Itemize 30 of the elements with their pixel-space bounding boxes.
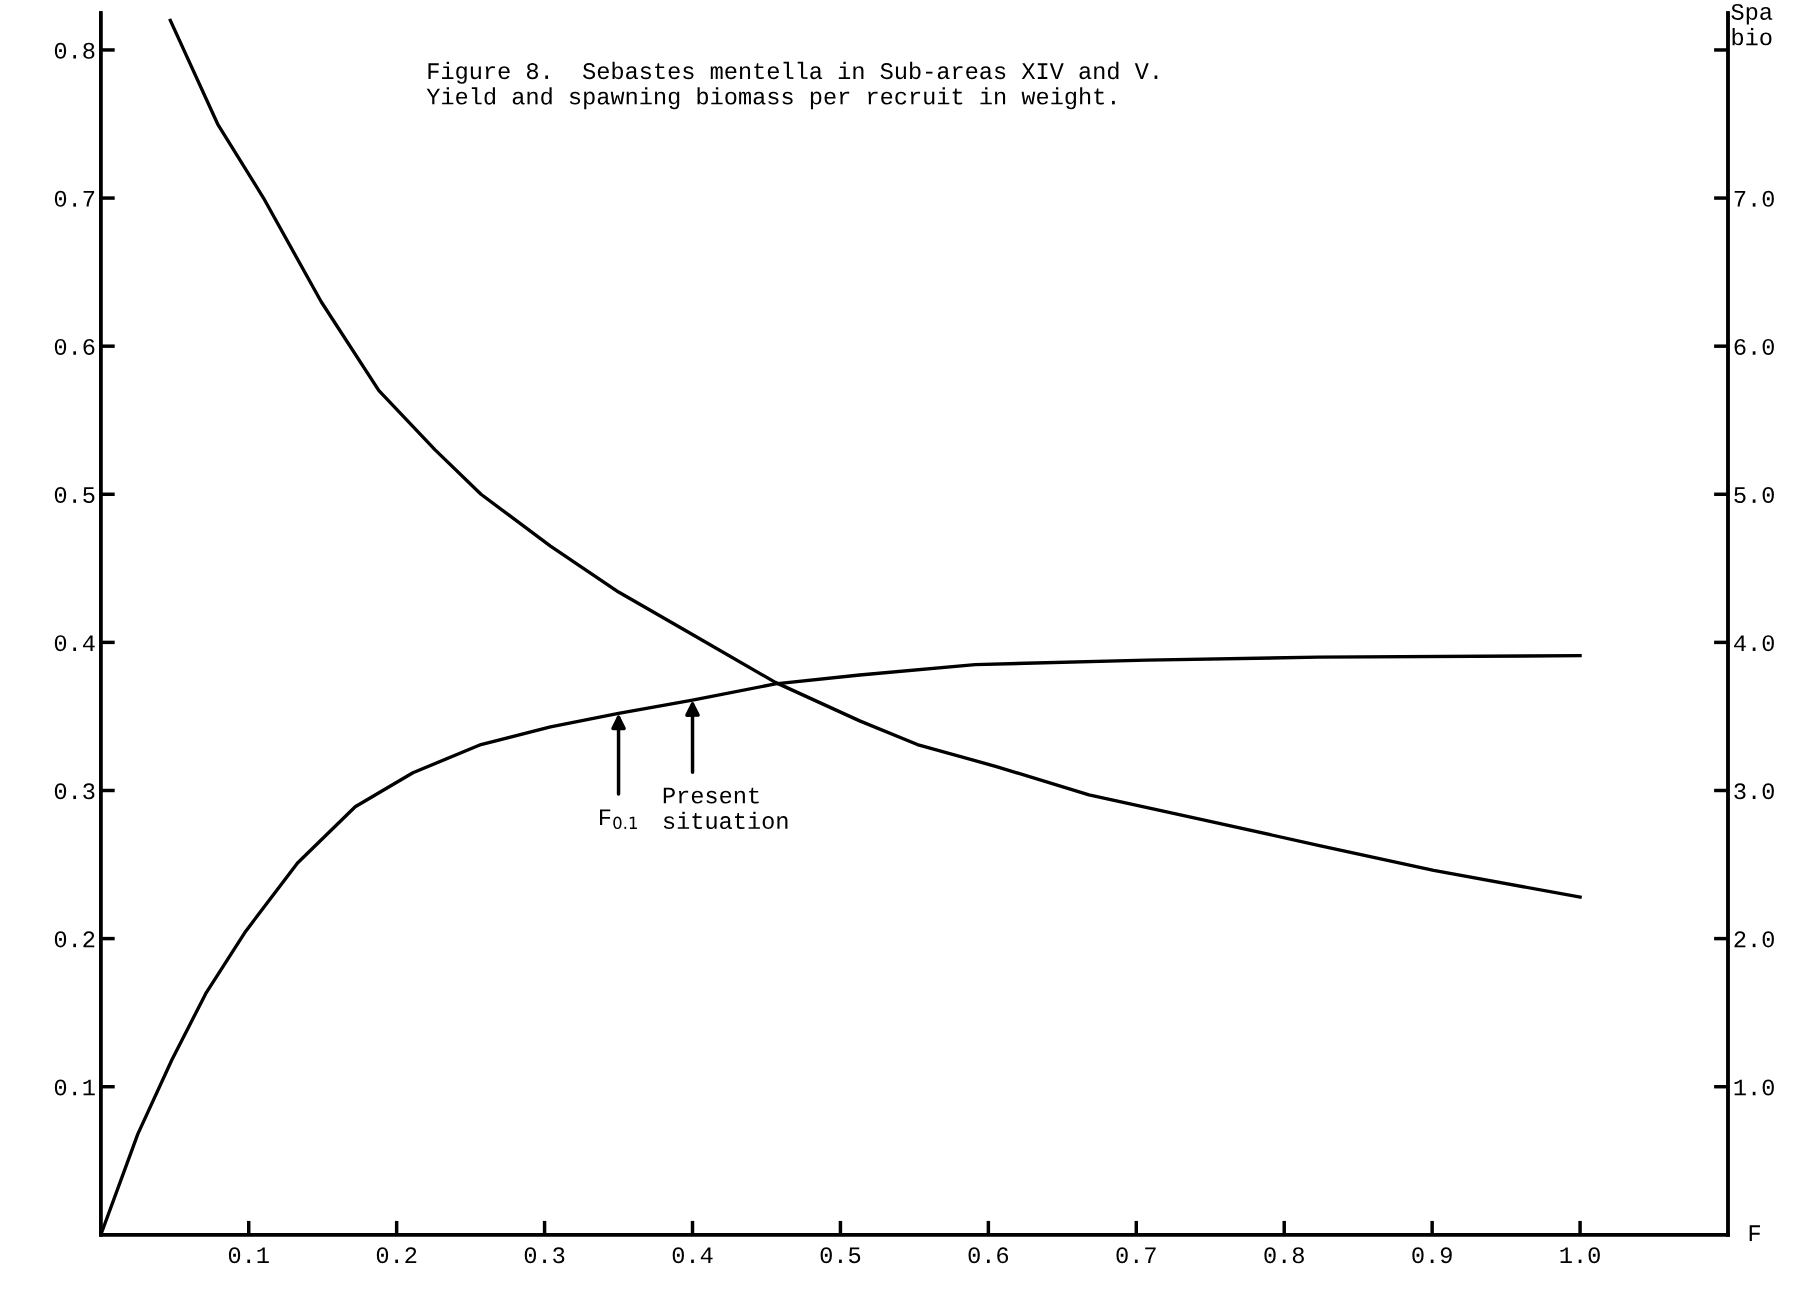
x-tick-label: 0.8 bbox=[1264, 1247, 1304, 1264]
y-tick-label: 0.8 bbox=[54, 42, 95, 59]
x-tick-label: 0.3 bbox=[524, 1247, 565, 1264]
x-tick-label: 0.5 bbox=[820, 1247, 861, 1264]
x-tick-label: 0.2 bbox=[376, 1247, 417, 1264]
y2-tick-label: 6.0 bbox=[1734, 338, 1774, 355]
x-tick-label: 0.6 bbox=[968, 1247, 1009, 1264]
y2-tick-label: 5.0 bbox=[1734, 487, 1774, 504]
text: Figure 8. Sebastes mentella in Sub-areas XIV and V. Yield and spawning biomass per recruit in weight. bbox=[426, 61, 1158, 110]
y-tick-label: 0.1 bbox=[54, 1079, 95, 1096]
annotation: Present situation bbox=[663, 787, 788, 830]
x-tick-label: 0.7 bbox=[1116, 1247, 1156, 1264]
annotation: F$_{0.1}$ bbox=[600, 809, 637, 830]
x-tick-label: 0.4 bbox=[672, 1247, 713, 1264]
y2-tick-label: 3.0 bbox=[1734, 783, 1774, 800]
y-tick-label: 0.4 bbox=[54, 635, 95, 652]
x-axis-title: F bbox=[1749, 1225, 1760, 1241]
x-tick-label: 0.9 bbox=[1412, 1247, 1452, 1264]
y-tick-label: 0.2 bbox=[54, 931, 95, 948]
y-tick-label: 0.3 bbox=[54, 783, 95, 800]
x-tick-label: 1.0 bbox=[1560, 1247, 1600, 1264]
y-tick-label: 0.6 bbox=[54, 338, 95, 355]
y2-axis-title: Spa bio bbox=[1731, 3, 1773, 46]
y-tick-label: 0.7 bbox=[54, 190, 95, 207]
y2-tick-label: 1.0 bbox=[1734, 1079, 1774, 1096]
x-tick-label: 0.1 bbox=[228, 1247, 269, 1264]
y2-tick-label: 2.0 bbox=[1734, 931, 1774, 948]
y-tick-label: 0.5 bbox=[54, 487, 95, 504]
y2-tick-label: 7.0 bbox=[1734, 190, 1774, 207]
y2-tick-label: 4.0 bbox=[1734, 635, 1774, 652]
